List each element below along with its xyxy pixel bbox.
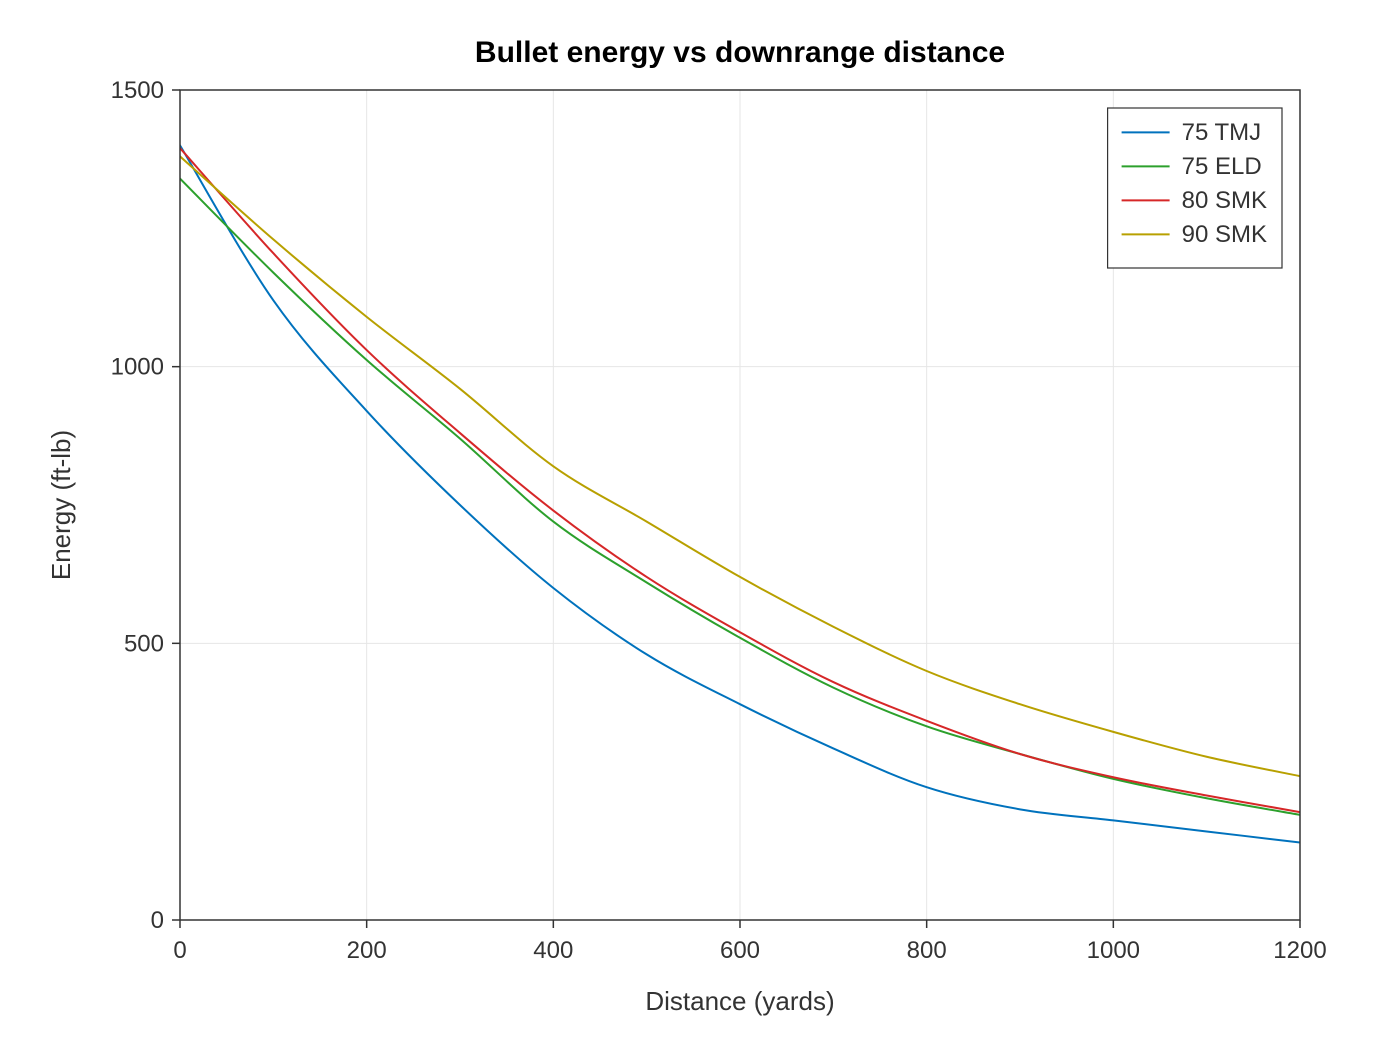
legend-label: 80 SMK [1182,187,1267,214]
x-axis-label: Distance (yards) [645,986,834,1016]
x-tick-label: 800 [907,937,947,964]
y-tick-label: 1000 [111,354,164,381]
y-tick-label: 0 [151,907,164,934]
x-tick-label: 200 [347,937,387,964]
legend-label: 75 ELD [1182,153,1262,180]
legend-label: 90 SMK [1182,221,1267,248]
x-tick-label: 1000 [1087,937,1140,964]
y-tick-label: 1500 [111,77,164,104]
x-tick-label: 400 [533,937,573,964]
legend-label: 75 TMJ [1182,119,1262,146]
chart-title: Bullet energy vs downrange distance [475,36,1005,69]
x-tick-label: 600 [720,937,760,964]
energy-distance-chart: 0 200 400 600 800 1000 1200 0 500 1000 1500 Distanc… [0,0,1400,1050]
chart-container: 0 200 400 600 800 1000 1200 0 500 1000 1500 Distanc… [0,0,1400,1050]
y-tick-label: 500 [124,630,164,657]
legend: 75 TMJ 75 ELD 80 SMK 90 SMK [1108,108,1282,268]
x-tick-label: 0 [173,937,186,964]
y-axis-label: Energy (ft-lb) [46,430,76,580]
x-tick-label: 1200 [1273,937,1326,964]
